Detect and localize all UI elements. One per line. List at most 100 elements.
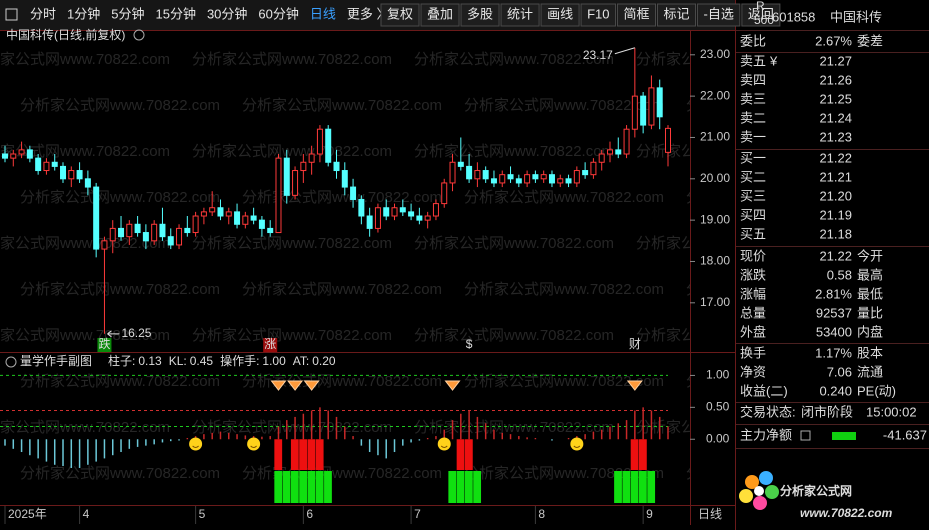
- legend-value: 0.45: [190, 354, 214, 368]
- smile-signal: [247, 437, 261, 451]
- event-label: 跌: [98, 336, 110, 351]
- candle-body: [656, 87, 663, 118]
- max-label: 23.17: [583, 48, 613, 62]
- status-label: 交易状态:: [740, 404, 796, 419]
- watermark: 分析家公式网www.70822.com: [242, 465, 442, 482]
- stat-value: 21.22: [819, 248, 852, 263]
- period-tab[interactable]: 60分钟: [258, 6, 298, 21]
- status-value: 闭市阶段: [801, 404, 853, 419]
- toolbar-button[interactable]: [380, 3, 420, 27]
- candle-body: [18, 149, 25, 155]
- green-block: [448, 471, 457, 503]
- watermark: 分析家公式网www.70822.com: [686, 97, 886, 114]
- red-block: [274, 439, 283, 470]
- legend-value: 1.00: [262, 354, 286, 368]
- toolbar-button[interactable]: [657, 3, 697, 27]
- legend-name: AT:: [293, 354, 309, 368]
- watermark: 分析家公式网www.70822.com: [414, 51, 614, 68]
- watermark: 分析家公式网www.70822.com: [0, 143, 170, 160]
- row-label: 委比: [740, 33, 766, 48]
- watermark: 分析家公式网www.70822.com: [636, 143, 836, 160]
- book-flag: ¥: [769, 53, 778, 68]
- red-block: [299, 439, 307, 470]
- legend-value: 0.13: [138, 354, 162, 368]
- period-tab[interactable]: 5分钟: [111, 6, 144, 21]
- candle-body: [209, 207, 216, 213]
- title-icon[interactable]: [5, 356, 17, 368]
- period-tab[interactable]: 30分钟: [207, 6, 247, 21]
- green-block: [456, 471, 465, 503]
- watermark: 分析家公式网www.70822.com: [20, 97, 220, 114]
- candle-body: [515, 178, 522, 184]
- green-block: [315, 471, 324, 503]
- watermark: 分析家公式网www.70822.com: [686, 465, 886, 482]
- event-label: 涨: [264, 336, 276, 351]
- book-label: 买一: [740, 150, 766, 165]
- green-block: [290, 471, 299, 503]
- candle-body: [126, 223, 133, 238]
- stat-value: 53400: [816, 324, 852, 339]
- watermark: 分析家公式网www.70822.com: [636, 235, 836, 252]
- candle-body: [565, 178, 572, 184]
- x-tick-label: 2025年: [8, 507, 47, 521]
- title-icon[interactable]: [133, 29, 145, 41]
- stat-value: 1.17%: [815, 345, 852, 360]
- y-tick-label: 19.00: [700, 212, 730, 226]
- toolbar-button[interactable]: [500, 3, 540, 27]
- toolbar-button[interactable]: [697, 3, 741, 27]
- candle-body: [225, 211, 232, 217]
- watermark: 分析家公式网www.70822.com: [242, 281, 442, 298]
- toolbar-button[interactable]: [616, 3, 656, 27]
- y-tick-label: 21.00: [700, 130, 730, 144]
- toolbar-button[interactable]: [420, 3, 460, 27]
- red-block: [638, 439, 647, 470]
- candle-body: [507, 174, 514, 180]
- watermark: 分析家公式网www.70822.com: [414, 143, 614, 160]
- candle-body: [217, 207, 224, 217]
- period-tab[interactable]: 15分钟: [155, 6, 195, 21]
- toolbar-button-label: 简框: [623, 6, 649, 21]
- toolbar-button[interactable]: [580, 3, 616, 27]
- red-block: [315, 439, 324, 470]
- book-label: 买四: [740, 207, 766, 222]
- logo-flower: [739, 471, 779, 510]
- book-label: 买五: [740, 226, 766, 241]
- menu-icon[interactable]: [5, 8, 18, 21]
- watermark: 分析家公式网www.70822.com: [20, 373, 220, 390]
- period-tab[interactable]: 1分钟: [67, 6, 100, 21]
- stock-name: 中国科传: [830, 9, 882, 24]
- stat-value: 0.240: [819, 383, 852, 398]
- period-tab[interactable]: 更多 〉: [347, 6, 390, 21]
- period-label: 日线: [698, 507, 722, 521]
- x-tick-label: 8: [538, 507, 545, 521]
- toolbar-button[interactable]: [540, 3, 580, 27]
- toolbar-button[interactable]: [741, 3, 781, 27]
- toolbar-button-label: 统计: [507, 6, 533, 21]
- candle-body: [391, 207, 398, 217]
- stat-value: 7.06: [827, 364, 852, 379]
- net-bar: [832, 432, 856, 440]
- candle-body: [466, 165, 473, 180]
- y-tick-label: 18.00: [700, 254, 730, 268]
- candle-body: [631, 95, 638, 130]
- watermark: 分析家公式网www.70822.com: [414, 327, 614, 344]
- event-label: 财: [629, 337, 641, 351]
- book-price: 21.22: [819, 150, 852, 165]
- stat-label: 今开: [857, 248, 883, 263]
- max-pointer: [614, 47, 635, 55]
- candle-body: [68, 170, 75, 180]
- candle-body: [482, 170, 489, 180]
- candle-body: [350, 186, 357, 200]
- candle-body: [499, 174, 506, 184]
- candle-body: [490, 178, 497, 184]
- candle-body: [424, 215, 431, 221]
- y-tick-label: 1.00: [706, 368, 730, 382]
- red-block: [464, 439, 473, 470]
- toolbar-button[interactable]: [460, 3, 500, 27]
- book-price: 21.27: [819, 53, 852, 68]
- y-tick-label: 22.00: [700, 88, 730, 102]
- y-tick-label: 17.00: [700, 295, 730, 309]
- candle-body: [84, 178, 91, 188]
- period-tab[interactable]: 日线: [310, 6, 336, 21]
- period-tab[interactable]: 分时: [30, 6, 56, 21]
